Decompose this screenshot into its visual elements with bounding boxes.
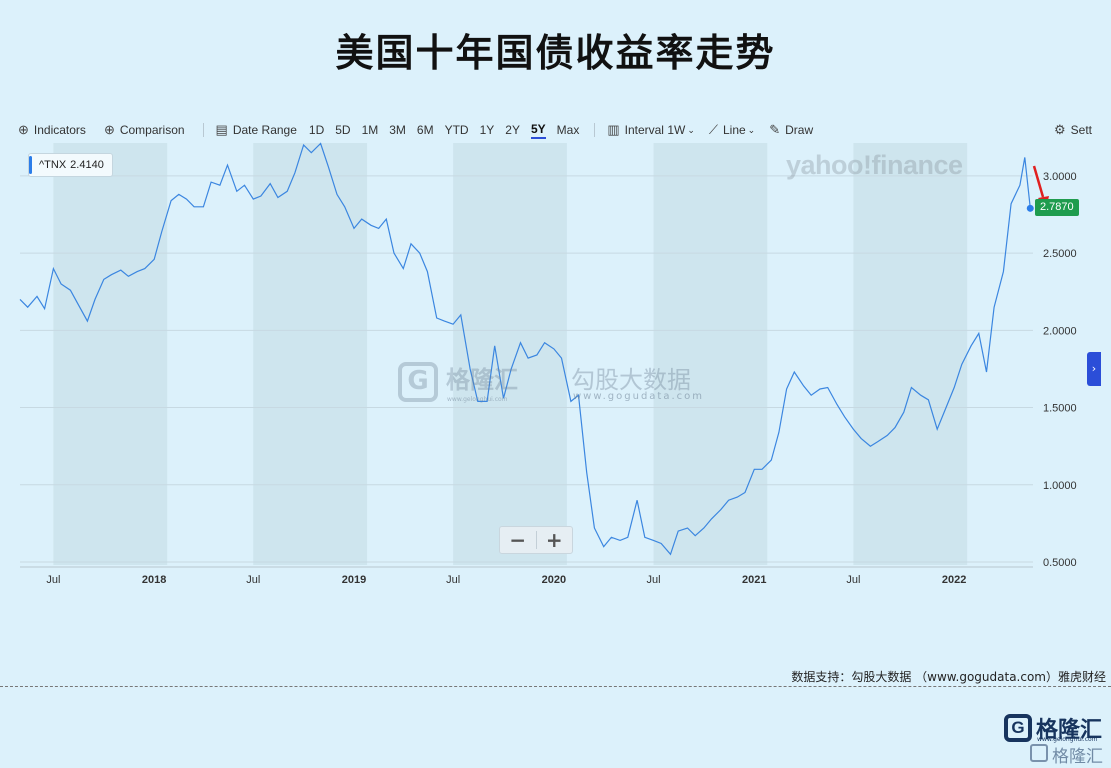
line-chart-icon: ⟋ <box>708 122 718 137</box>
zoom-controls: − + <box>499 526 573 554</box>
x-tick-label: 2022 <box>942 574 966 586</box>
plus-circle-icon: ⊕ <box>103 122 115 137</box>
last-value-label: 2.7870 <box>1035 199 1079 217</box>
yahoo-finance-watermark: yahoo!finance <box>786 150 963 180</box>
x-tick-label: Jul <box>246 574 260 586</box>
line-chart[interactable]: 3.0000 2.5000 2.0000 1.5000 1.0000 0.5000 Jul… <box>0 0 1111 600</box>
grid-lines <box>20 175 1033 563</box>
chart-type-dropdown[interactable]: ⟋ Line ⌄ <box>708 122 756 137</box>
range-max[interactable]: Max <box>556 123 580 137</box>
shaded-band <box>653 143 768 565</box>
range-2y[interactable]: 2Y <box>505 123 520 137</box>
gogudata-watermark: 勾股大数据 <box>571 366 691 394</box>
chevron-right-icon: › <box>1091 362 1097 375</box>
shaded-band <box>453 143 567 565</box>
x-tick-label: 2018 <box>142 574 166 586</box>
y-tick-label: 2.5000 <box>1043 248 1077 260</box>
y-tick-label: 1.0000 <box>1043 480 1077 492</box>
y-tick-label: 3.0000 <box>1043 171 1077 183</box>
y-tick-label: 0.5000 <box>1043 557 1077 569</box>
pencil-icon: ✎ <box>769 122 781 137</box>
zoom-in-button[interactable]: + <box>545 528 563 552</box>
chevron-down-icon: ⌄ <box>687 124 695 135</box>
toolbar-divider <box>594 123 596 137</box>
x-tick-label: Jul <box>446 574 460 586</box>
zoom-divider <box>535 531 537 549</box>
shaded-band <box>53 143 168 565</box>
shaded-bands <box>53 143 968 565</box>
divider-line <box>0 686 1111 687</box>
range-5y[interactable]: 5Y <box>530 122 546 139</box>
gelonghui-logo-reflection-icon <box>1030 744 1048 762</box>
settings-button[interactable]: ⚙ Sett <box>1054 122 1093 137</box>
draw-button[interactable]: ✎ Draw <box>769 122 814 137</box>
ticker-label[interactable]: ^TNX 2.4140 <box>28 153 113 177</box>
last-value-dot <box>1026 204 1034 212</box>
calendar-icon: ▤ <box>215 122 228 137</box>
x-tick-label: 2020 <box>542 574 566 586</box>
gelonghui-logo-text: 格隆汇 <box>1036 718 1103 743</box>
gogudata-watermark-url: www.gogudata.com <box>573 391 705 402</box>
shaded-band <box>853 143 968 565</box>
range-1m[interactable]: 1M <box>361 123 379 137</box>
y-axis-labels: 3.0000 2.5000 2.0000 1.5000 1.0000 0.5000 <box>1043 171 1077 569</box>
x-tick-label: Jul <box>46 574 60 586</box>
x-tick-label: Jul <box>846 574 860 586</box>
zoom-out-button[interactable]: − <box>509 528 527 552</box>
range-1d[interactable]: 1D <box>308 123 325 137</box>
chevron-down-icon: ⌄ <box>747 124 756 135</box>
shaded-band <box>253 143 368 565</box>
gelonghui-watermark-icon: G <box>398 362 438 402</box>
gelonghui-watermark: 格隆汇 <box>446 366 518 394</box>
comparison-button[interactable]: ⊕ Comparison <box>103 122 185 137</box>
range-1y[interactable]: 1Y <box>479 123 495 137</box>
range-ytd[interactable]: YTD <box>444 123 469 137</box>
data-source: 数据支持：勾股大数据 （www.gogudata.com）雅虎财经 <box>791 670 1106 684</box>
range-5d[interactable]: 5D <box>335 123 351 137</box>
series-line <box>19 142 1031 556</box>
candlestick-icon: ▥ <box>607 122 620 137</box>
range-3m[interactable]: 3M <box>389 123 406 137</box>
toolbar-divider <box>202 123 204 137</box>
indicators-button[interactable]: ⊕ Indicators <box>18 122 86 137</box>
x-tick-label: 2019 <box>342 574 366 586</box>
gelonghui-logo-url: www.gelonghui.com <box>1037 736 1098 743</box>
x-axis-labels: Jul 2018 Jul 2019 Jul 2020 Jul 2021 Jul 2022 <box>46 574 966 586</box>
interval-dropdown[interactable]: ▥ Interval 1W ⌄ <box>607 122 695 137</box>
y-tick-label: 1.5000 <box>1043 403 1077 415</box>
date-range-button[interactable]: ▤ Date Range <box>215 122 297 137</box>
gelonghui-logo-icon: G <box>1004 714 1032 742</box>
chart-title: 美国十年国债收益率走势 <box>335 31 776 75</box>
x-tick-label: Jul <box>647 574 661 586</box>
y-tick-label: 2.0000 <box>1043 325 1077 337</box>
chart-toolbar: ⊕ Indicators ⊕ Comparison ▤ Date Range 1… <box>18 118 1111 142</box>
plus-circle-icon: ⊕ <box>18 122 29 137</box>
x-tick-label: 2021 <box>742 574 766 586</box>
gear-icon: ⚙ <box>1054 122 1066 137</box>
gelonghui-watermark-url: www.gelonghui.com <box>447 396 508 403</box>
gelonghui-logo-reflection: 格隆汇 <box>1052 747 1103 767</box>
range-6m[interactable]: 6M <box>416 123 434 137</box>
expand-panel-button[interactable]: › <box>1087 352 1101 386</box>
